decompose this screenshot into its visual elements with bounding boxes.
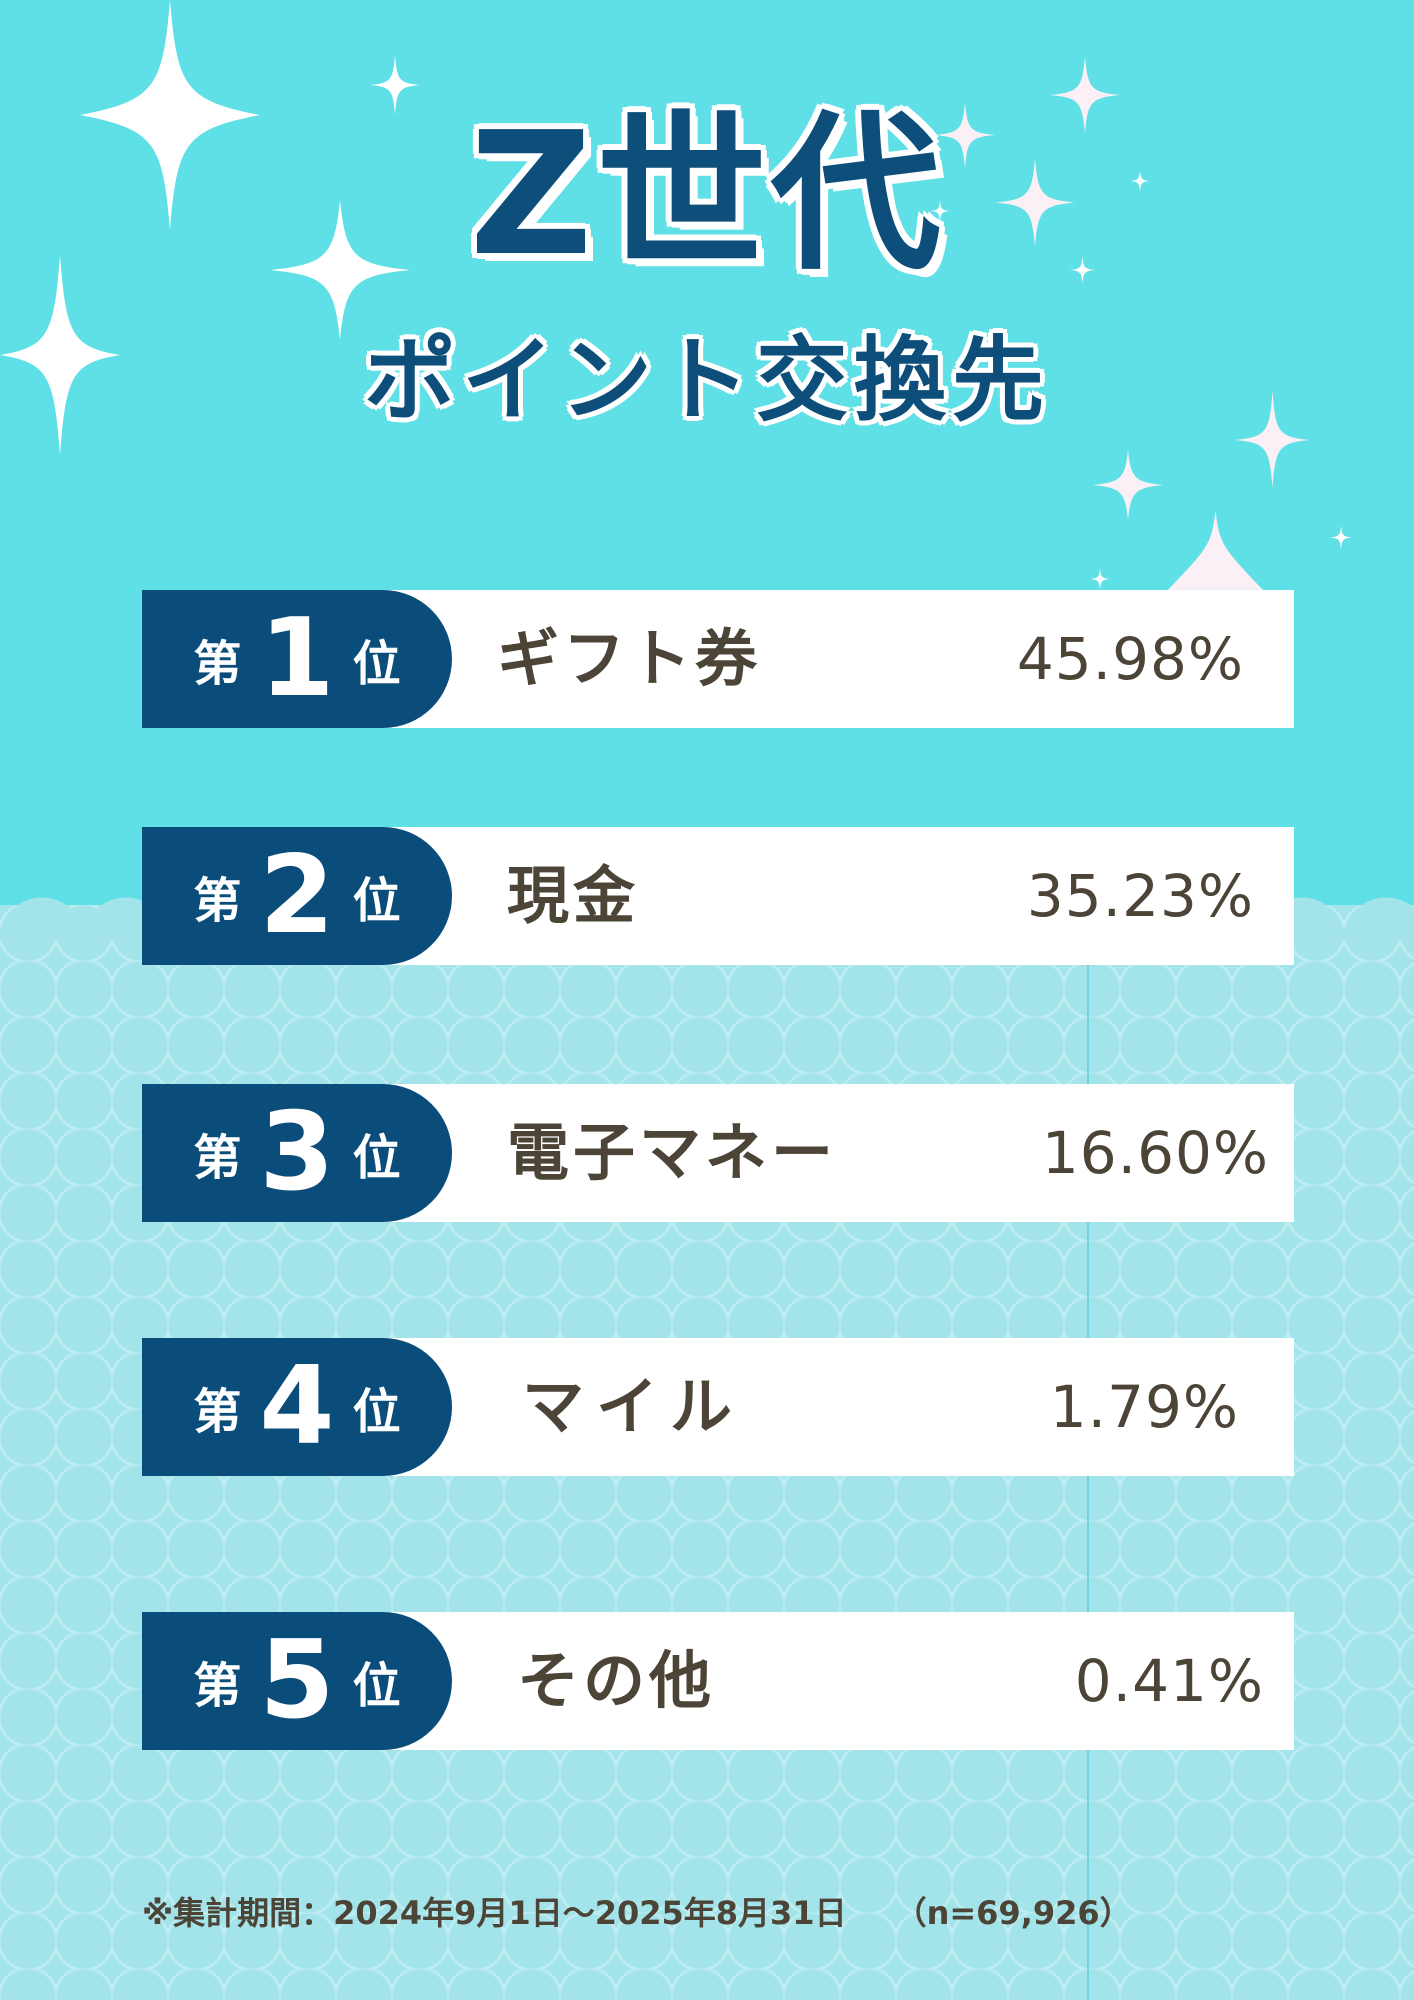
ranking-percent: 16.60% [1041, 1119, 1269, 1187]
ranking-name: ギフト券 [497, 622, 762, 695]
ranking-name: マイル [522, 1370, 745, 1443]
rank-number: 2 [259, 833, 335, 958]
page-title: Z世代 [469, 96, 945, 294]
sparkle-icon [1130, 170, 1150, 192]
sparkle-icon [1090, 568, 1110, 590]
ranking-percent: 45.98% [1016, 625, 1244, 693]
rank-badge: 第 5 位 [142, 1612, 452, 1750]
divider-line [1087, 960, 1089, 2000]
sparkle-icon [270, 200, 410, 340]
rank-prefix: 第 [193, 1658, 242, 1714]
ranking-percent: 1.79% [1049, 1373, 1239, 1441]
rank-prefix: 第 [193, 1384, 242, 1440]
sparkle-icon [1093, 450, 1163, 520]
footnote: ※集計期間：2024年9月1日～2025年8月31日 （n=69,926） [142, 1894, 1132, 1932]
sparkle-icon [370, 55, 420, 115]
rank-number: 1 [259, 596, 335, 721]
sparkle-icon [0, 255, 120, 455]
page-subtitle: ポイント交換先 [363, 327, 1050, 434]
ranking-row: 第 2 位 現金 35.23% [142, 827, 1294, 965]
sparkle-icon [995, 158, 1075, 247]
rank-number: 5 [259, 1618, 335, 1743]
rank-prefix: 第 [193, 873, 242, 929]
ranking-row: 第 3 位 電子マネー 16.60% [142, 1084, 1294, 1222]
ranking-name: 現金 [507, 859, 640, 932]
ranking-row: 第 1 位 ギフト券 45.98% [142, 590, 1294, 728]
sparkle-icon [1235, 391, 1310, 489]
rank-badge: 第 3 位 [142, 1084, 452, 1222]
sparkle-icon [1070, 256, 1095, 284]
rank-badge: 第 1 位 [142, 590, 452, 728]
sparkle-icon [1168, 510, 1263, 590]
sparkle-icon [935, 102, 995, 168]
ranking-percent: 0.41% [1074, 1647, 1264, 1715]
ranking-row: 第 5 位 その他 0.41% [142, 1612, 1294, 1750]
rank-suffix: 位 [352, 1658, 401, 1714]
sparkle-icon [1050, 56, 1120, 134]
sparkle-icon [930, 200, 950, 222]
rank-number: 3 [259, 1090, 335, 1215]
ranking-name: 電子マネー [507, 1116, 838, 1189]
rank-suffix: 位 [352, 873, 401, 929]
rank-prefix: 第 [193, 1130, 242, 1186]
ranking-row: 第 4 位 マイル 1.79% [142, 1338, 1294, 1476]
sparkle-icon [80, 0, 260, 230]
rank-prefix: 第 [193, 636, 242, 692]
rank-suffix: 位 [352, 636, 401, 692]
ranking-name: その他 [517, 1644, 716, 1717]
ranking-percent: 35.23% [1026, 862, 1254, 930]
rank-badge: 第 2 位 [142, 827, 452, 965]
rank-suffix: 位 [352, 1130, 401, 1186]
rank-number: 4 [259, 1344, 335, 1469]
rank-badge: 第 4 位 [142, 1338, 452, 1476]
rank-suffix: 位 [352, 1384, 401, 1440]
sparkle-icon [1330, 525, 1352, 550]
